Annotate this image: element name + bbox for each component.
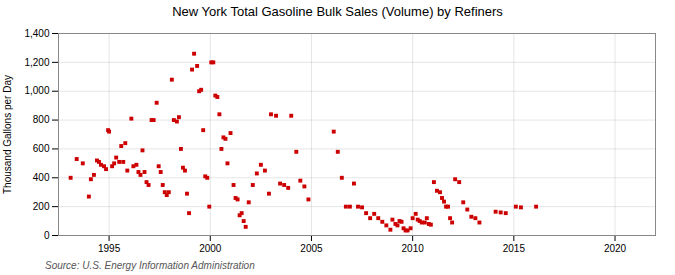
svg-text:800: 800 <box>33 114 50 125</box>
svg-text:600: 600 <box>33 143 50 154</box>
svg-text:2010: 2010 <box>402 243 425 254</box>
svg-text:200: 200 <box>33 201 50 212</box>
svg-text:0: 0 <box>44 230 50 241</box>
html-text:Source: U.S. Energy Informatio: Source: U.S. Energy Information Administ… <box>45 260 255 271</box>
svg-text:2000: 2000 <box>199 243 222 254</box>
svg-text:Thousand Gallons per Day: Thousand Gallons per Day <box>2 75 13 194</box>
svg-text:2015: 2015 <box>503 243 526 254</box>
svg-text:1,000: 1,000 <box>24 85 49 96</box>
svg-text:2020: 2020 <box>604 243 627 254</box>
svg-text:1995: 1995 <box>98 243 121 254</box>
html-text:New York Total Gasoline Bulk S: New York Total Gasoline Bulk Sales (Volu… <box>172 4 503 19</box>
svg-text:1,200: 1,200 <box>24 57 49 68</box>
svg-text:1,400: 1,400 <box>24 28 49 39</box>
svg-text:400: 400 <box>33 172 50 183</box>
svg-text:2005: 2005 <box>300 243 323 254</box>
